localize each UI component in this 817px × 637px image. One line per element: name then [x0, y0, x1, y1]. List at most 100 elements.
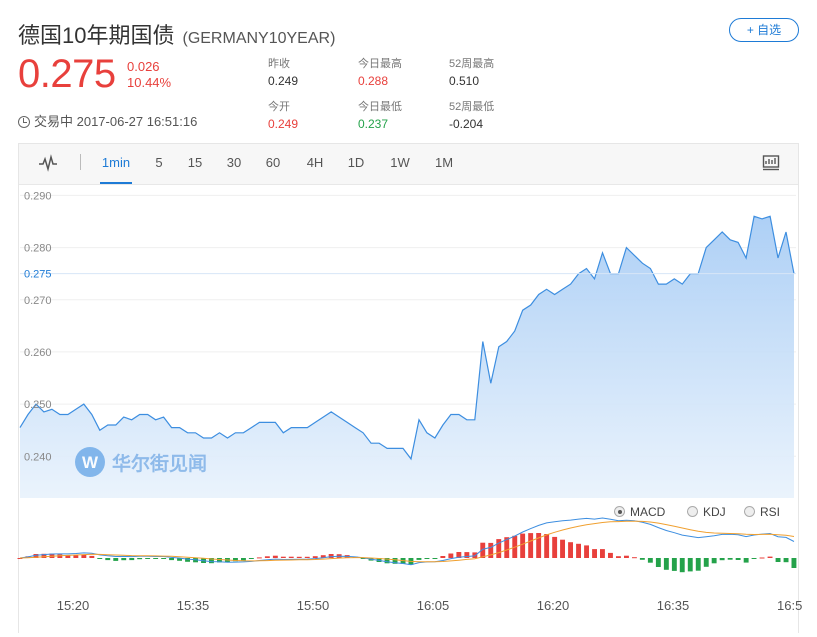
indicator-rsi[interactable]: RSI [744, 505, 780, 519]
tab-60[interactable]: 60 [265, 155, 281, 170]
macd-bar [520, 533, 526, 558]
tab-1m[interactable]: 1M [434, 155, 454, 170]
macd-bar [775, 558, 781, 562]
macd-bar [129, 558, 135, 561]
chart-toolbar [19, 144, 798, 185]
macd-bar [320, 555, 326, 558]
macd-bar [81, 554, 87, 558]
macd-bar [687, 558, 693, 572]
stat-label: 今日最高 [358, 58, 402, 70]
current-price: 0.275 [18, 52, 116, 96]
x-tick-label: 16:20 [537, 598, 570, 613]
add-favorite-button[interactable]: + 自选 [729, 18, 799, 42]
macd-bar [41, 553, 47, 558]
watermark: W 华尔街见闻 [74, 446, 207, 478]
indicator-label: KDJ [703, 505, 726, 519]
macd-bar [392, 558, 398, 564]
stat-label: 今开 [268, 101, 290, 113]
toolbar-divider [80, 154, 81, 170]
tab-5[interactable]: 5 [155, 155, 163, 170]
macd-bar [89, 555, 95, 558]
price-chart[interactable]: 0.290 0.280 0.270 0.260 0.250 0.240 0.275 [0, 185, 817, 500]
macd-bar [233, 558, 238, 562]
stat-value: 0.288 [358, 74, 389, 88]
tab-4h[interactable]: 4H [306, 155, 324, 170]
indicator-kdj[interactable]: KDJ [687, 505, 726, 519]
stat-day-high: 今日最高 0.288 [358, 55, 402, 88]
stat-label: 52周最高 [449, 58, 495, 70]
macd-bar [185, 558, 190, 562]
tab-1min[interactable]: 1min [100, 144, 132, 184]
macd-bar [751, 558, 757, 559]
macd-bar [328, 554, 334, 558]
macd-bar [616, 556, 621, 558]
clock-icon [18, 116, 30, 128]
y-tick-label: 0.250 [24, 399, 52, 411]
macd-bar [272, 555, 278, 558]
macd-bar [432, 558, 438, 559]
macd-bar [464, 552, 470, 558]
macd-bar [209, 558, 214, 564]
stat-value: 0.249 [268, 74, 299, 88]
macd-bar [552, 536, 558, 558]
stat-day-low: 今日最低 0.237 [358, 98, 402, 131]
macd-bar [360, 558, 366, 559]
macd-bar [639, 558, 645, 560]
macd-bar [161, 558, 167, 559]
radio-unchecked-icon [687, 506, 698, 517]
macd-bar [504, 537, 510, 558]
macd-bar [241, 558, 246, 561]
trading-status: 交易中 2017-06-27 16:51:16 [18, 111, 197, 130]
stat-prev-close: 昨收 0.249 [268, 55, 298, 88]
macd-bar [73, 555, 79, 558]
change-value: 0.026 [127, 59, 160, 74]
price-change: 0.026 10.44% [127, 59, 171, 91]
indicator-macd[interactable]: MACD [614, 505, 665, 519]
y-tick-label: 0.280 [24, 243, 52, 255]
macd-bar [448, 553, 454, 558]
stat-52w-low: 52周最低 -0.204 [449, 98, 494, 131]
macd-bar [560, 539, 565, 558]
chart-type-icon[interactable] [38, 154, 58, 172]
y-tick-label: 0.240 [24, 451, 52, 463]
macd-bar [719, 558, 725, 561]
macd-bar [727, 558, 733, 560]
macd-bar [145, 558, 151, 559]
tab-15[interactable]: 15 [187, 155, 203, 170]
x-tick-label: 16:35 [657, 598, 690, 613]
macd-bar [743, 558, 749, 563]
macd-bar [536, 533, 542, 558]
y-tick-label: 0.260 [24, 347, 52, 359]
tab-1w[interactable]: 1W [390, 155, 410, 170]
macd-bar [600, 549, 605, 558]
macd-bar [296, 556, 302, 558]
current-price-axis-label: 0.275 [24, 269, 52, 281]
macd-bar [121, 558, 127, 561]
fullscreen-chart-icon[interactable] [762, 154, 780, 172]
macd-bar [783, 558, 789, 563]
macd-bar [256, 557, 262, 559]
macd-bar [791, 558, 797, 568]
y-tick-label: 0.290 [24, 190, 52, 202]
status-text: 交易中 2017-06-27 16:51:16 [34, 114, 198, 129]
macd-bar [663, 558, 669, 570]
chart-panel [18, 143, 799, 633]
macd-bar [695, 558, 701, 571]
macd-dea-line [19, 520, 795, 563]
macd-bar [440, 556, 446, 558]
macd-chart [17, 517, 797, 573]
tab-30[interactable]: 30 [226, 155, 242, 170]
macd-bar [703, 558, 709, 567]
macd-bar [456, 552, 462, 558]
radio-unchecked-icon [744, 506, 755, 517]
macd-bar [655, 558, 661, 567]
macd-bar [65, 555, 71, 558]
instrument-code: (GERMANY10YEAR) [182, 30, 336, 47]
tab-1d[interactable]: 1D [347, 155, 365, 170]
macd-bar [608, 552, 613, 558]
macd-bar [584, 545, 589, 558]
stat-label: 52周最低 [449, 101, 495, 113]
macd-bar [17, 558, 23, 559]
stat-52w-high: 52周最高 0.510 [449, 55, 494, 88]
macd-bar [496, 539, 502, 558]
